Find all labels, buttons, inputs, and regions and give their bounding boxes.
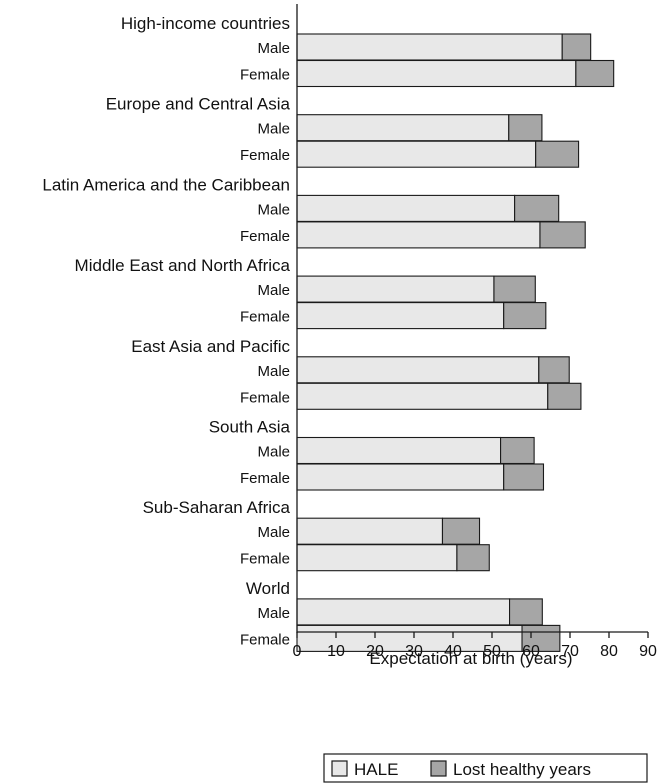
bar-hale [296, 598, 511, 626]
sex-label: Male [257, 605, 290, 622]
sex-label: Male [257, 363, 290, 380]
sex-label: Female [240, 228, 290, 245]
x-tick-label: 40 [444, 643, 462, 660]
bar-lost-healthy-years [441, 517, 481, 545]
region-label: Latin America and the Caribbean [42, 175, 290, 194]
bar-hale [296, 544, 458, 572]
bar-lost-healthy-years [508, 114, 543, 142]
sex-label: Female [240, 147, 290, 164]
sex-label: Male [257, 201, 290, 218]
legend-label-lost: Lost healthy years [453, 760, 591, 779]
bar-hale [296, 59, 577, 88]
sex-label: Male [257, 444, 290, 461]
bar-lost-healthy-years [500, 436, 535, 465]
bar-lost-healthy-years [535, 140, 580, 168]
bars-layer [296, 33, 615, 652]
bar-lost-healthy-years [503, 302, 547, 330]
x-tick-label: 10 [327, 643, 345, 660]
bar-lost-healthy-years [521, 624, 561, 652]
bar-lost-healthy-years [503, 463, 545, 491]
sex-label: Female [240, 551, 290, 568]
region-label: Sub-Saharan Africa [143, 498, 291, 517]
x-tick-label: 90 [639, 643, 657, 660]
bar-lost-healthy-years [539, 221, 586, 249]
bar-hale [296, 436, 502, 465]
sex-label: Female [240, 470, 290, 487]
bar-lost-healthy-years [538, 356, 570, 384]
labels-layer: High-income countries Male Female Europe an… [42, 14, 290, 648]
bar-hale [296, 382, 549, 410]
bar-hale [296, 194, 516, 222]
bar-hale [296, 356, 540, 384]
sex-label: Female [240, 631, 290, 648]
region-label: High-income countries [121, 14, 290, 33]
bar-hale [296, 140, 537, 168]
bar-lost-healthy-years [508, 598, 543, 626]
sex-label: Male [257, 121, 290, 138]
legend: HALE Lost healthy years [323, 753, 648, 783]
x-tick-label: 80 [600, 643, 618, 660]
region-label: Middle East and North Africa [75, 256, 291, 275]
sex-label: Female [240, 309, 290, 326]
region-label: East Asia and Pacific [131, 337, 290, 356]
bar-hale [296, 275, 495, 303]
legend-frame [323, 753, 648, 783]
x-axis: Expectation at birth (years) 0 10 20 30 40 50… [293, 4, 657, 668]
x-tick-label: 60 [522, 643, 540, 660]
x-tick-label: 30 [405, 643, 423, 660]
legend-label-hale: HALE [354, 760, 398, 779]
sex-label: Female [240, 67, 290, 84]
bar-lost-healthy-years [547, 382, 582, 410]
sex-label: Female [240, 389, 290, 406]
bar-hale [296, 624, 523, 652]
bar-lost-healthy-years [514, 194, 560, 222]
bar-lost-healthy-years [493, 275, 536, 303]
bar-hale [296, 221, 541, 249]
legend-swatch-hale [331, 760, 348, 777]
bar-hale [296, 302, 505, 330]
region-label: Europe and Central Asia [106, 95, 291, 114]
bar-lost-healthy-years [575, 59, 615, 88]
region-label: World [246, 579, 290, 598]
region-label: South Asia [209, 418, 291, 437]
bar-hale [296, 463, 505, 491]
sex-label: Male [257, 282, 290, 299]
x-tick-label: 50 [483, 643, 501, 660]
x-tick-label: 20 [366, 643, 384, 660]
bar-hale [296, 33, 563, 61]
sex-label: Male [257, 40, 290, 57]
sex-label: Male [257, 524, 290, 541]
bar-hale [296, 517, 444, 545]
x-axis-title: Expectation at birth (years) [369, 649, 572, 668]
bar-hale [296, 114, 510, 142]
bar-lost-healthy-years [456, 544, 490, 572]
bar-lost-healthy-years [561, 33, 592, 61]
x-tick-label: 70 [561, 643, 579, 660]
legend-swatch-lost [430, 760, 447, 777]
x-tick-label: 0 [293, 643, 302, 660]
